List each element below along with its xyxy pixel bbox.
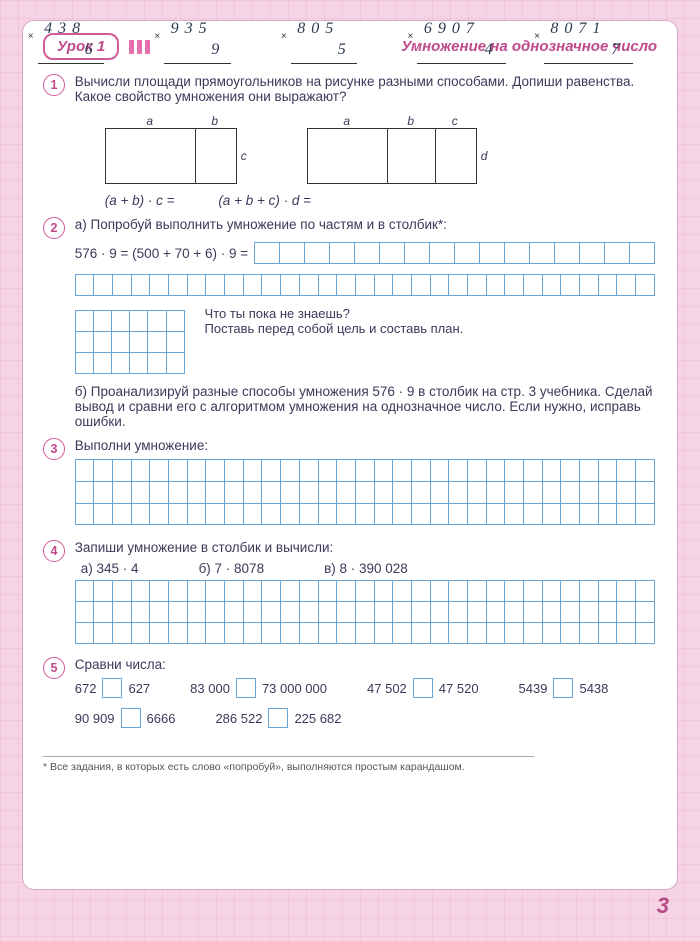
task-2-expression: 576 · 9 = (500 + 70 + 6) · 9 = <box>75 246 248 261</box>
compare-box[interactable] <box>268 708 288 728</box>
compare-box[interactable] <box>553 678 573 698</box>
task-4: 4 Запиши умножение в столбик и вычисли: … <box>43 540 657 648</box>
task-2a-label: а) Попробуй выполнить умножение по частя… <box>75 217 655 232</box>
task-1: 1 Вычисли площади прямоугольников на рис… <box>43 74 657 208</box>
answer-grid[interactable] <box>254 242 655 264</box>
multiplication-grid[interactable]: 4386×9359×8055×69074×80717× <box>75 459 655 525</box>
answer-grid[interactable] <box>75 274 655 296</box>
compare-item: 672627 <box>75 678 150 698</box>
task-2: 2 а) Попробуй выполнить умножение по час… <box>43 217 657 429</box>
worksheet-page: Урок 1 Умножение на однозначное число 1 … <box>22 20 678 890</box>
rectangles-figure: ab c abc d <box>105 114 655 184</box>
decor-bars <box>129 40 150 54</box>
answer-grid[interactable] <box>75 601 655 623</box>
compare-grid: 672627 83 00073 000 000 47 50247 520 543954… <box>75 678 655 728</box>
task-number: 4 <box>43 540 65 562</box>
task-number: 1 <box>43 74 65 96</box>
scratch-grid[interactable] <box>75 306 185 378</box>
task-number: 3 <box>43 438 65 460</box>
task-2b-text: б) Проанализируй разные способы умножени… <box>75 384 655 429</box>
task-number: 2 <box>43 217 65 239</box>
compare-box[interactable] <box>236 678 256 698</box>
compare-box[interactable] <box>413 678 433 698</box>
task-3: 3 Выполни умножение: 4386×9359×8055×6907… <box>43 438 657 531</box>
task-text: Выполни умножение: <box>75 438 655 453</box>
task-text: Сравни числа: <box>75 657 655 672</box>
compare-item: 47 50247 520 <box>367 678 479 698</box>
task-5: 5 Сравни числа: 672627 83 00073 000 000 47… <box>43 657 657 728</box>
task-text: Запиши умножение в столбик и вычисли: <box>75 540 655 555</box>
compare-box[interactable] <box>102 678 122 698</box>
footnote: * Все задания, в которых есть слово «поп… <box>43 756 534 773</box>
compare-item: 54395438 <box>519 678 609 698</box>
compare-item: 90 9096666 <box>75 708 176 728</box>
answer-grid[interactable] <box>75 622 655 644</box>
task-text: Вычисли площади прямоугольников на рисун… <box>75 74 655 104</box>
answer-grid[interactable] <box>75 580 655 602</box>
task-number: 5 <box>43 657 65 679</box>
formulas: (a + b) · c = (a + b + c) · d = <box>105 190 655 208</box>
compare-item: 286 522225 682 <box>215 708 341 728</box>
compare-box[interactable] <box>121 708 141 728</box>
compare-item: 83 00073 000 000 <box>190 678 327 698</box>
page-number: 3 <box>657 893 669 919</box>
